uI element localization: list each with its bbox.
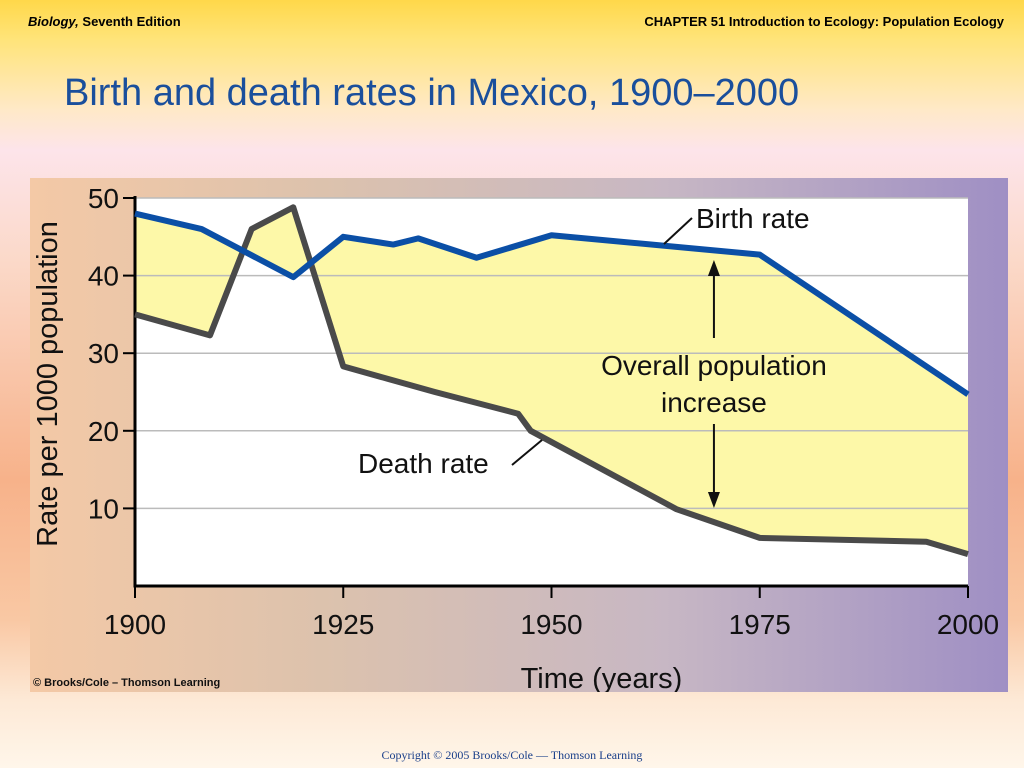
x-axis-title: Time (years) [521, 663, 683, 692]
birth-rate-label: Birth rate [696, 203, 810, 234]
death-rate-line [134, 204, 969, 558]
slide-footer: Copyright © 2005 Brooks/Cole — Thomson L… [381, 748, 643, 762]
y-tick-label: 50 [88, 183, 119, 214]
y-tick-label: 20 [88, 416, 119, 447]
x-tick-label: 1975 [729, 609, 791, 640]
header-chapter: CHAPTER 51 Introduction to Ecology: Popu… [644, 14, 1004, 29]
book-edition: Seventh Edition [78, 14, 181, 29]
y-axis-title: Rate per 1000 population [32, 221, 64, 547]
birth-rate-line [134, 210, 970, 397]
chart-figure: 10 20 30 40 50 1900 1925 1950 1975 2000 Time (year… [30, 178, 1008, 692]
arrow-up-head [707, 260, 720, 276]
header-book-info: Biology, Seventh Edition [28, 14, 181, 29]
population-increase-area [135, 207, 968, 555]
x-tick-label: 1950 [520, 609, 582, 640]
x-tick-label: 2000 [937, 609, 999, 640]
chart-svg: 10 20 30 40 50 1900 1925 1950 1975 2000 Time (year… [32, 183, 999, 692]
death-rate-leader [511, 439, 543, 466]
y-tick-label: 40 [88, 261, 119, 292]
x-tick-label: 1925 [312, 609, 374, 640]
annotation-line-1: Overall population [601, 350, 827, 381]
x-tick-label: 1900 [104, 609, 166, 640]
birth-rate-leader [663, 217, 693, 245]
figure-credit: © Brooks/Cole – Thomson Learning [33, 677, 221, 689]
slide-title: Birth and death rates in Mexico, 1900–20… [64, 72, 800, 114]
arrow-down-head [707, 492, 720, 508]
book-title: Biology, [28, 14, 79, 29]
annotation-line-2: increase [661, 387, 767, 418]
death-rate-label: Death rate [358, 448, 489, 479]
y-tick-label: 10 [88, 493, 119, 524]
y-tick-label: 30 [88, 338, 119, 369]
